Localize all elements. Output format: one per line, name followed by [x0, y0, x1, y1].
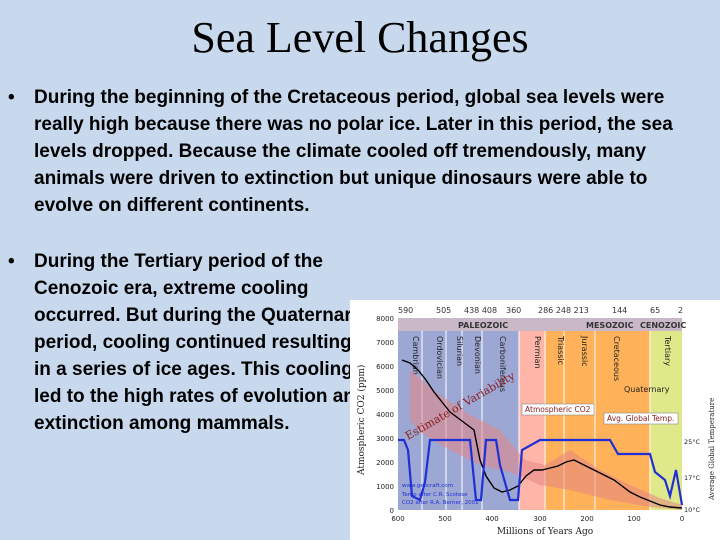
period-labels: Cambrian Ordovician Silurian Devonian Ca…	[411, 335, 672, 392]
bullet-tertiary: • During the Tertiary period of the Ceno…	[8, 248, 368, 437]
temp-callout: Avg. Global Temp.	[607, 414, 674, 423]
y-tick: 3000	[376, 435, 394, 443]
top-tick: 2	[678, 306, 683, 315]
top-tick: 65	[650, 306, 660, 315]
top-tick: 286 248 213	[538, 306, 589, 315]
credit-line: www.geocraft.com	[402, 483, 453, 489]
period-label: Devonian	[473, 336, 482, 374]
x-tick: 600	[391, 515, 404, 523]
quaternary-callout: Quaternary	[624, 385, 670, 394]
credits: www.geocraft.com Temp after C.R. Scotese…	[401, 483, 479, 506]
y-tick: 0	[390, 507, 394, 515]
credit-line: Temp after C.R. Scotese	[401, 492, 468, 498]
top-tick: 590	[398, 306, 413, 315]
bottom-axis-ticks: 600 500 400 300 200 100 0	[391, 515, 684, 523]
right-axis-label: Average Global Temperature	[708, 398, 716, 501]
co2-temperature-chart: PALEOZOIC MESOZOIC CENOZOIC Cambrian Ord…	[356, 306, 716, 537]
period-label: Jurassic	[580, 335, 589, 367]
x-tick: 500	[438, 515, 451, 523]
top-tick: 505	[436, 306, 451, 315]
period-label: Permian	[533, 336, 542, 369]
era-label-cenozoic: CENOZOIC	[640, 321, 686, 330]
bullet-marker: •	[8, 251, 15, 272]
x-tick: 0	[680, 515, 684, 523]
period-label: Triassic	[556, 335, 565, 365]
y-tick: 6000	[376, 363, 394, 371]
temperature-line	[398, 438, 684, 506]
sea-level-figure: PALEOZOIC MESOZOIC CENOZOIC Cambrian Ord…	[350, 300, 720, 540]
y-tick: 7000	[376, 339, 394, 347]
left-axis-ticks: 8000 7000 6000 5000 4000 3000 2000 1000 …	[376, 315, 394, 515]
top-tick: 144	[612, 306, 627, 315]
y-tick: 4000	[376, 411, 394, 419]
x-axis-label: Millions of Years Ago	[497, 527, 593, 537]
period-label: Tertiary	[663, 335, 672, 366]
era-label-mesozoic: MESOZOIC	[586, 321, 634, 330]
temp-tick: 17°C	[684, 474, 701, 482]
temp-ticks: 25°C 17°C 10°C	[684, 438, 701, 514]
x-tick: 200	[580, 515, 593, 523]
bullet-cretaceous: • During the beginning of the Cretaceous…	[8, 84, 708, 219]
x-tick: 100	[627, 515, 640, 523]
era-header	[398, 318, 682, 331]
temp-tick: 10°C	[684, 506, 701, 514]
period-label: Silurian	[455, 336, 464, 366]
top-tick: 438 408	[464, 306, 497, 315]
credit-line: CO2 after R.A. Berner, 2001	[402, 500, 479, 506]
x-tick: 300	[533, 515, 546, 523]
period-label: Carboniferous	[498, 336, 507, 392]
slide-title: Sea Level Changes	[191, 13, 529, 62]
y-tick: 8000	[376, 315, 394, 323]
left-axis-label: Atmospheric CO2 (ppm)	[356, 365, 367, 476]
co2-callout-box	[521, 403, 595, 416]
y-tick: 2000	[376, 459, 394, 467]
period-label: Ordovician	[435, 336, 444, 379]
era-label-paleozoic: PALEOZOIC	[458, 321, 508, 330]
co2-line	[401, 359, 683, 509]
period-label: Cambrian	[411, 336, 420, 375]
bullet-text: During the Tertiary period of the Cenozo…	[34, 251, 367, 434]
x-tick: 400	[485, 515, 498, 523]
temp-tick: 25°C	[684, 438, 701, 446]
top-tick: 360	[506, 306, 521, 315]
bullet-marker: •	[8, 87, 15, 108]
period-label: Cretaceous	[612, 336, 621, 381]
top-tick-labels: 590 505 438 408 360 286 248 213 144 65 2	[398, 306, 683, 315]
y-tick: 5000	[376, 387, 394, 395]
temp-callout-box	[603, 412, 679, 425]
bullet-text: During the beginning of the Cretaceous p…	[34, 87, 673, 216]
co2-callout: Atmospheric CO2	[525, 405, 591, 414]
y-tick: 1000	[376, 483, 394, 491]
